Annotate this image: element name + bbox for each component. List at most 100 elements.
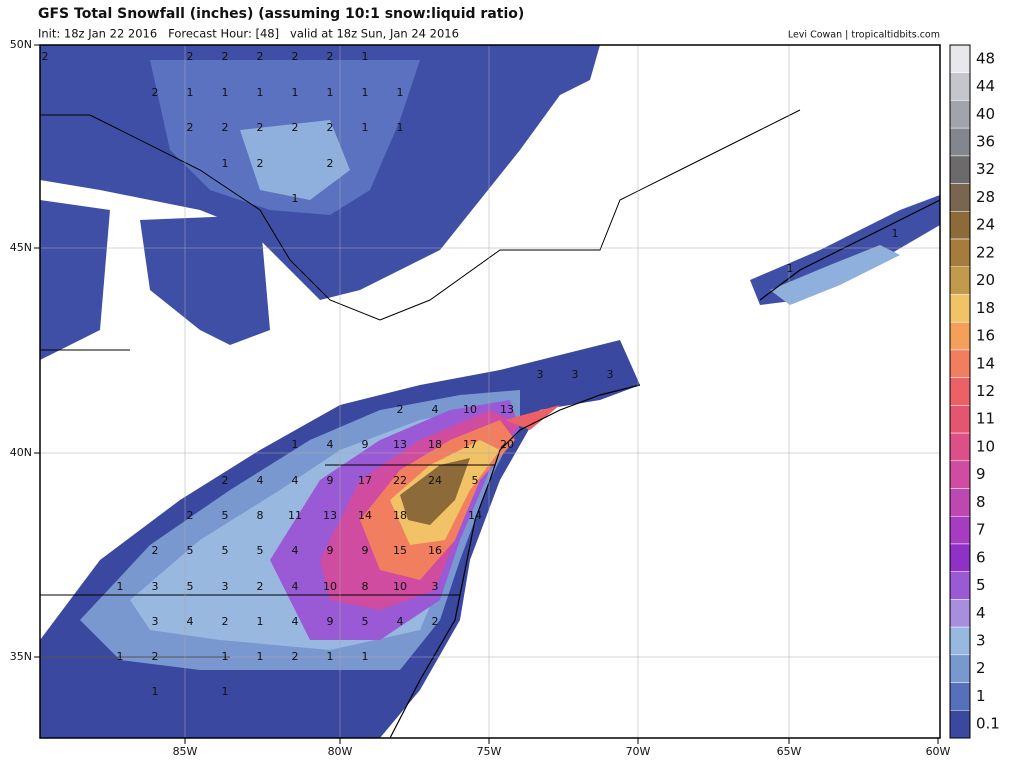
snow-amount: 2: [152, 650, 159, 663]
snow-amount: 1: [327, 650, 334, 663]
colorbar-label: 44: [976, 77, 995, 95]
snow-amount: 5: [222, 544, 229, 557]
colorbar-label: 0.1: [976, 715, 1000, 733]
snow-amount: 5: [257, 544, 264, 557]
colorbar-swatch: [949, 72, 971, 101]
snow-amount: 24: [428, 474, 442, 487]
colorbar-swatch: [949, 127, 971, 157]
snow-amount: 1: [257, 86, 264, 99]
snow-amount: 9: [327, 474, 334, 487]
snow-amount: 2: [327, 50, 334, 63]
colorbar-swatch: [949, 155, 971, 184]
snow-amount: 1: [292, 192, 299, 205]
snow-amount: 1: [257, 650, 264, 663]
colorbar-swatch: [949, 405, 971, 434]
colorbar-label: 10: [976, 437, 995, 455]
lon-label: 60W: [926, 745, 951, 758]
colorbar-swatch: [949, 710, 971, 739]
snow-amount: 22: [393, 474, 407, 487]
lon-label: 75W: [477, 745, 502, 758]
colorbar-swatch: [949, 238, 971, 268]
colorbar-swatch: [949, 294, 971, 323]
snow-amount: 2: [257, 157, 264, 170]
snow-amount: 2: [257, 580, 264, 593]
snow-amount: 2: [432, 615, 439, 628]
snow-amount: 10: [323, 580, 337, 593]
snow-amount: 18: [393, 509, 407, 522]
axes: 50N 45N 40N 35N 85W 80W 75W 70W 65W 60W: [10, 38, 951, 758]
colorbar-label: 18: [976, 299, 995, 317]
snow-amount: 2: [292, 650, 299, 663]
snow-amount: 13: [323, 509, 337, 522]
snow-amount: 17: [358, 474, 372, 487]
snow-amount: 1: [397, 86, 404, 99]
snow-amount: 4: [257, 474, 264, 487]
snow-amount: 13: [500, 403, 514, 416]
colorbar-swatch: [949, 571, 971, 600]
snow-amount: 9: [327, 615, 334, 628]
colorbar-swatch: [949, 460, 971, 489]
colorbar-swatch: [949, 488, 971, 517]
snow-region: [750, 195, 940, 305]
snow-amount: 17: [463, 438, 477, 451]
colorbar-label: 11: [976, 410, 995, 428]
colorbar-label: 40: [976, 105, 995, 123]
snow-amount: 1: [222, 650, 229, 663]
lat-label: 40N: [10, 446, 32, 459]
snow-amount: 4: [292, 474, 299, 487]
snow-amount: 4: [187, 615, 194, 628]
snow-region: [40, 200, 110, 360]
snow-region: [505, 405, 560, 430]
snow-region: [140, 215, 270, 345]
colorbar: 4844403632282422201816141211109876543210…: [949, 44, 1000, 739]
snow-amount: 2: [257, 121, 264, 134]
snow-amount: 10: [393, 580, 407, 593]
snow-amount: 4: [292, 544, 299, 557]
snow-amount: 2: [327, 157, 334, 170]
lon-label: 85W: [173, 745, 198, 758]
title: GFS Total Snowfall (inches) (assuming 10…: [38, 6, 524, 22]
snow-amount: 1: [187, 86, 194, 99]
snow-amount: 14: [358, 509, 372, 522]
snow-amount: 2: [152, 544, 159, 557]
coastline: [389, 199, 940, 738]
snow-amount: 2: [152, 86, 159, 99]
snow-amount: 4: [432, 403, 439, 416]
colorbar-label: 2: [976, 659, 986, 677]
snow-region: [400, 458, 470, 525]
lon-label: 70W: [626, 745, 651, 758]
snow-amount: 11: [288, 509, 302, 522]
border: [40, 109, 801, 658]
snow-amount: 9: [362, 438, 369, 451]
colorbar-swatch: [949, 44, 971, 73]
snow-region: [770, 245, 900, 305]
snow-region: [240, 120, 350, 200]
snow-amount: 10: [463, 403, 477, 416]
snow-amount: 3: [572, 368, 579, 381]
snow-amount: 1: [152, 685, 159, 698]
lat-label: 45N: [10, 241, 32, 254]
snow-amount: 2: [292, 50, 299, 63]
snow-amount: 5: [222, 509, 229, 522]
colorbar-swatch: [949, 654, 971, 683]
snow-amount: 14: [468, 509, 482, 522]
snow-amount: 5: [187, 544, 194, 557]
snow-amount: 1: [892, 227, 899, 240]
snow-amount: 5: [187, 580, 194, 593]
snow-amount: 1: [362, 86, 369, 99]
snow-amount: 2: [222, 121, 229, 134]
colorbar-label: 7: [976, 521, 986, 539]
colorbar-label: 3: [976, 631, 986, 649]
snow-amount: 1: [117, 650, 124, 663]
snow-amount: 2: [327, 121, 334, 134]
colorbar-swatch: [949, 183, 971, 212]
colorbar-label: 4: [976, 604, 986, 622]
colorbar-label: 28: [976, 188, 995, 206]
snow-amount: 1: [257, 615, 264, 628]
snow-amount: 3: [537, 368, 544, 381]
snow-amount: 20: [500, 438, 514, 451]
credit: Levi Cowan | tropicaltidbits.com: [788, 30, 940, 41]
colorbar-swatch: [949, 432, 971, 462]
snow-amount: 2: [222, 50, 229, 63]
